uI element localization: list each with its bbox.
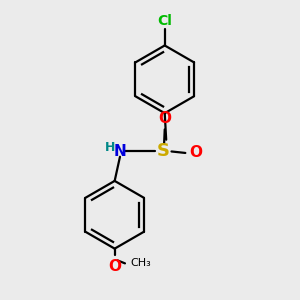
Text: CH₃: CH₃	[131, 258, 152, 268]
Text: H: H	[105, 141, 116, 154]
Text: N: N	[114, 144, 126, 159]
Text: S: S	[157, 142, 170, 160]
Text: Cl: Cl	[157, 14, 172, 28]
Text: O: O	[108, 259, 121, 274]
Text: O: O	[190, 146, 203, 160]
Text: O: O	[158, 111, 171, 126]
